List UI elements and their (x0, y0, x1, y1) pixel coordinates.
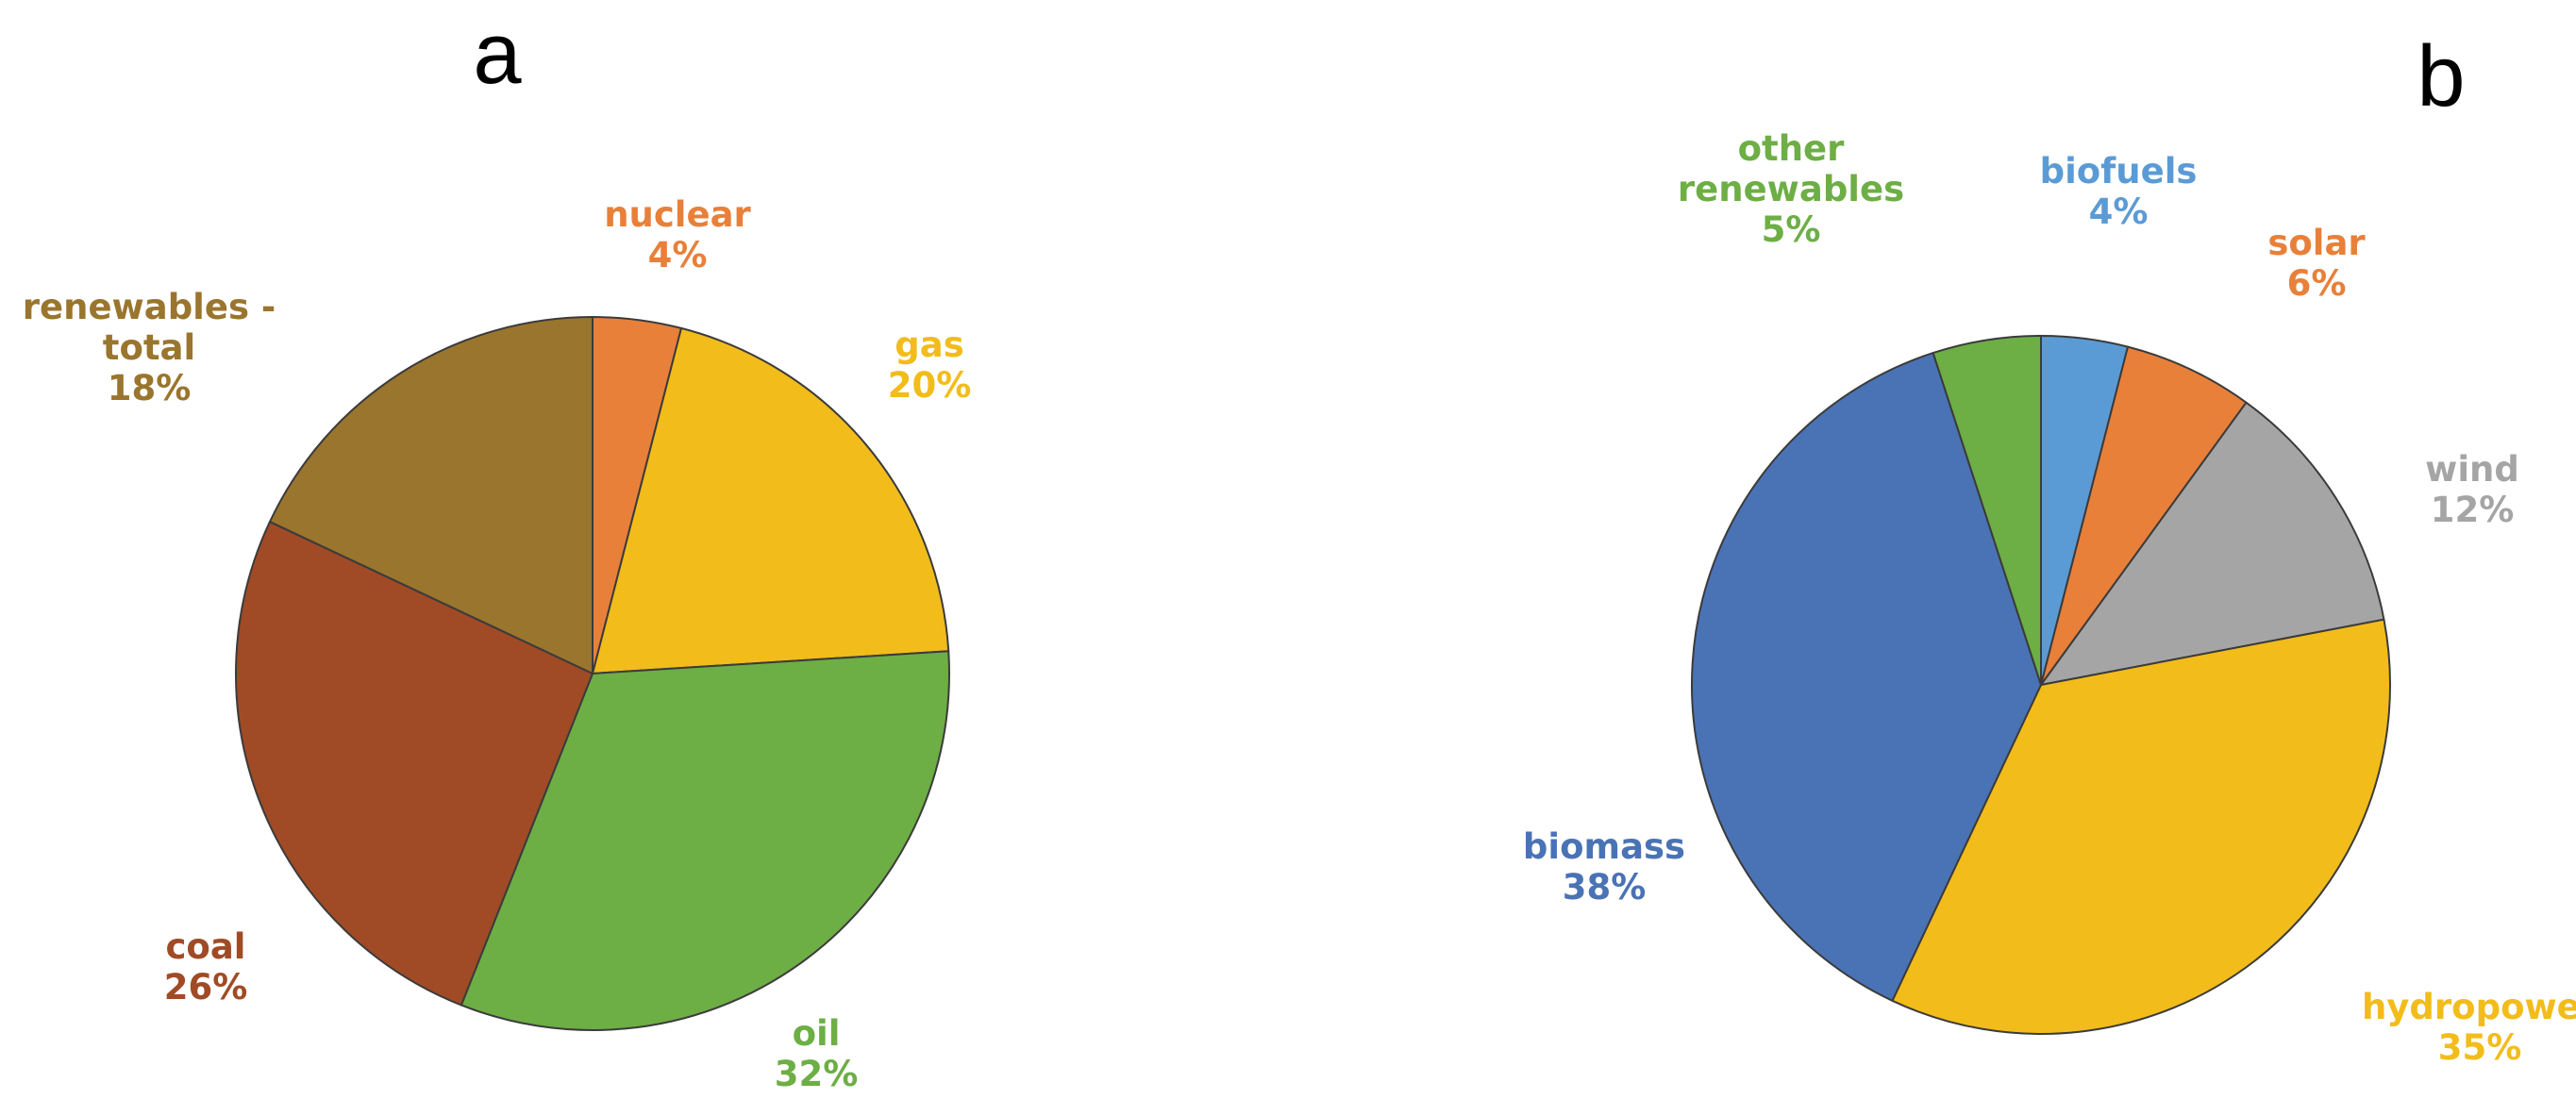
pie-b-label-text: biomass (1523, 826, 1685, 867)
pie-a-value-label: 18% (108, 368, 192, 408)
pie-a-label-coal: coal 26% (164, 926, 248, 1008)
pie-a-label-gas: gas 20% (888, 325, 972, 406)
pie-a-value-label: 4% (648, 235, 708, 275)
pie-a-slice-gas (592, 326, 950, 675)
pie-b-label-text: biofuels (2040, 151, 2198, 192)
pie-b-value-label: 5% (1762, 209, 1821, 250)
pie-b-value-label: 35% (2438, 1027, 2522, 1068)
pie-a-label-text: renewables - (23, 287, 276, 327)
pie-a-label-renewables-total: renewables -total 18% (23, 287, 276, 408)
pie-b-label-biofuels: biofuels 4% (2040, 151, 2198, 232)
pie-b-label-hydropower: hydropower 35% (2362, 987, 2576, 1068)
pie-b-label-text: other (1738, 128, 1846, 169)
pie-a-label-oil: oil 32% (775, 1013, 859, 1094)
pie-b-value-label: 12% (2431, 490, 2515, 530)
pie-a-label-text: nuclear (604, 194, 751, 235)
pie-a-slice-oil (460, 650, 950, 1031)
pie-b-slice-other-renewables (1932, 335, 2042, 686)
pie-a-label-text: gas (895, 325, 963, 365)
pie-a-label-nuclear: nuclear 4% (604, 194, 751, 275)
pie-chart-b: biofuels 4% solar 6% wind 12% hydropower 35% bio… (1523, 128, 2576, 1068)
pie-b-slice-hydropower (1891, 618, 2391, 1035)
pie-b-slice-wind (2040, 401, 2385, 686)
pie-a-value-label: 32% (775, 1054, 859, 1094)
pie-b-value-label: 6% (2287, 263, 2347, 304)
pie-b-label-wind: wind 12% (2425, 449, 2519, 530)
pie-b-label-text: solar (2267, 223, 2366, 263)
pie-b-label-biomass: biomass 38% (1523, 826, 1685, 908)
pie-a-label-text: total (103, 327, 195, 368)
pie-b-value-label: 4% (2089, 192, 2149, 232)
pie-b-label-other-renewables: other renewables 5% (1678, 128, 1904, 250)
pie-chart-a: nuclear 4% gas 20% oil 32% coal 26% renewables -… (23, 194, 972, 1094)
pie-b-slice-solar (2040, 345, 2248, 686)
pie-a-value-label: 20% (888, 365, 972, 406)
pie-b-label-text: hydropower (2362, 987, 2576, 1027)
pie-b-slice-biomass (1691, 352, 2042, 1002)
pie-a-slice-renewables-total (268, 316, 594, 675)
pie-a-label-text: coal (165, 926, 245, 967)
pie-b-label-solar: solar 6% (2267, 223, 2366, 304)
pie-a-label-text: oil (793, 1013, 841, 1054)
pie-b-value-label: 38% (1563, 867, 1647, 908)
pie-b-label-text: renewables (1678, 169, 1904, 209)
panel-b-letter: b (2417, 28, 2465, 125)
pie-a-slice-coal (235, 521, 594, 1007)
panel-a-letter: a (473, 6, 522, 102)
pie-a-value-label: 26% (164, 967, 248, 1008)
pie-b-label-text: wind (2425, 449, 2519, 490)
